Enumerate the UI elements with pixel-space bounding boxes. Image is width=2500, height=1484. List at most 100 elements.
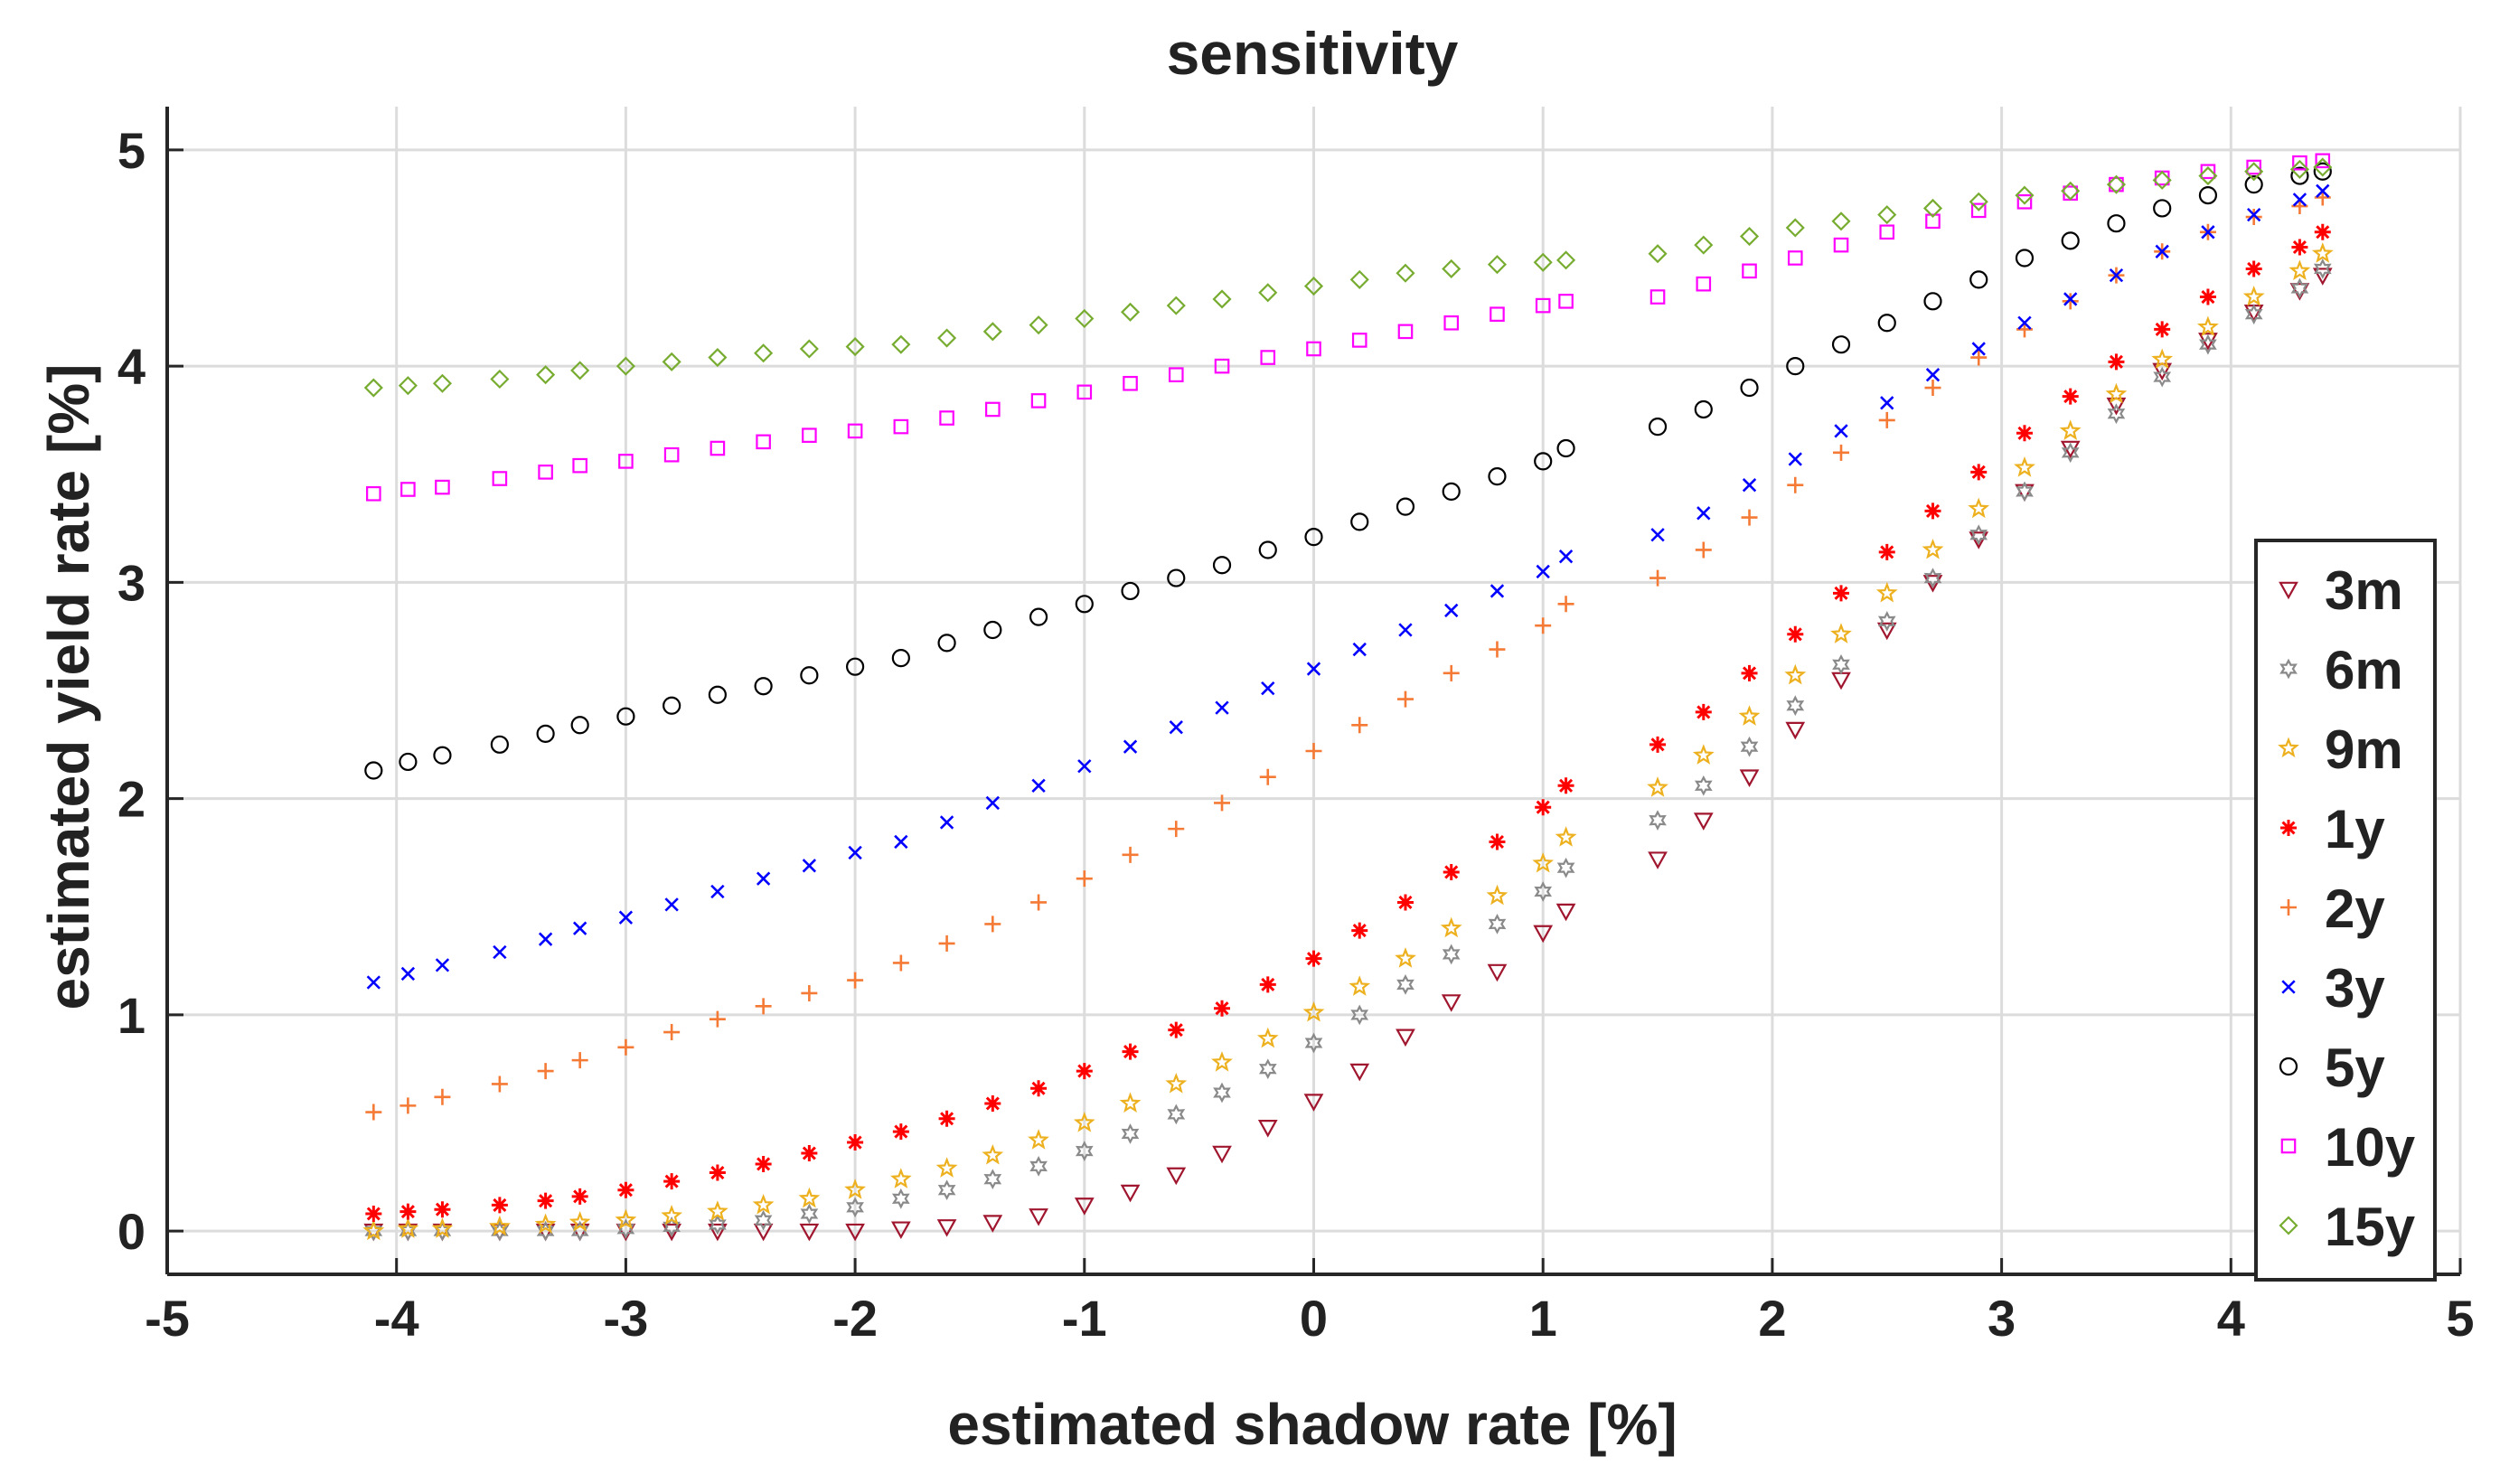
- data-point: [708, 1223, 728, 1242]
- data-point: [434, 1201, 451, 1218]
- data-point: [1875, 581, 1898, 603]
- data-point: [1443, 664, 1460, 681]
- data-point: [2108, 353, 2125, 371]
- data-point: [1119, 1092, 1142, 1113]
- data-point: [939, 815, 954, 830]
- data-point: [2244, 304, 2263, 325]
- data-point: [892, 954, 909, 972]
- x-tick-label: 5: [2446, 1290, 2474, 1347]
- data-point: [708, 347, 728, 368]
- legend-label: 3m: [2325, 560, 2403, 621]
- data-point: [1696, 276, 1712, 292]
- data-point: [1649, 810, 1667, 831]
- data-point: [1880, 396, 1894, 410]
- data-point: [982, 322, 1002, 342]
- data-point: [1555, 903, 1576, 922]
- data-point: [1029, 1156, 1048, 1177]
- data-point: [1396, 263, 1415, 283]
- data-point: [1443, 315, 1460, 331]
- data-point: [1444, 603, 1459, 618]
- data-point: [366, 485, 381, 502]
- data-point: [435, 958, 450, 972]
- data-point: [2106, 174, 2127, 194]
- data-point: [538, 932, 553, 946]
- data-point: [2200, 164, 2216, 180]
- data-point: [1788, 452, 1802, 466]
- data-point: [1258, 283, 1278, 303]
- data-point: [1166, 296, 1186, 315]
- data-point: [2107, 214, 2126, 233]
- legend-label: 9m: [2325, 719, 2403, 780]
- data-point: [1970, 349, 1988, 366]
- data-point: [1349, 269, 1369, 289]
- data-point: [1971, 342, 1986, 356]
- data-point: [1168, 1021, 1185, 1038]
- data-point: [2154, 321, 2171, 338]
- data-point: [1786, 357, 1805, 376]
- data-point: [571, 1052, 588, 1069]
- data-point: [983, 620, 1002, 640]
- data-point: [1259, 976, 1276, 993]
- data-point: [1970, 202, 1987, 219]
- data-point: [2109, 268, 2124, 283]
- x-tick-label: -4: [374, 1290, 419, 1347]
- data-point: [1649, 736, 1667, 753]
- data-point: [1212, 556, 1232, 575]
- data-point: [1878, 543, 1895, 560]
- data-point: [2246, 159, 2261, 175]
- data-point: [1165, 1072, 1188, 1094]
- data-point: [399, 1203, 417, 1220]
- data-point: [754, 343, 774, 363]
- data-point: [892, 1123, 909, 1141]
- data-point: [937, 634, 956, 653]
- data-point: [1123, 739, 1138, 754]
- data-point: [1648, 851, 1668, 869]
- legend-item: 5y: [2279, 1038, 2385, 1098]
- data-point: [1167, 1104, 1186, 1125]
- data-point: [2198, 185, 2218, 205]
- data-point: [2289, 283, 2310, 301]
- data-point: [1532, 851, 1555, 873]
- data-point: [848, 845, 862, 860]
- data-point: [433, 746, 452, 765]
- data-point: [491, 1220, 509, 1242]
- data-point: [1831, 211, 1851, 231]
- data-point: [1877, 205, 1897, 225]
- data-point: [1212, 289, 1232, 309]
- data-point: [2291, 239, 2308, 256]
- data-point: [1076, 1063, 1093, 1080]
- data-point: [754, 1209, 773, 1231]
- data-point: [2151, 348, 2174, 370]
- data-point: [1440, 916, 1462, 938]
- data-point: [982, 1143, 1004, 1165]
- data-point: [662, 352, 681, 371]
- data-point: [2016, 193, 2033, 210]
- data-point: [1693, 812, 1714, 831]
- data-point: [1692, 744, 1715, 765]
- series-6m: [364, 258, 2332, 1242]
- legend-item: 9m: [2278, 719, 2403, 780]
- data-point: [1349, 1063, 1370, 1082]
- data-point: [1169, 720, 1183, 735]
- data-point: [2312, 268, 2333, 286]
- data-point: [1396, 974, 1414, 995]
- data-point: [663, 1024, 681, 1041]
- data-point: [2313, 258, 2332, 279]
- y-tick-label: 4: [117, 338, 146, 395]
- data-point: [618, 910, 634, 925]
- data-point: [755, 998, 772, 1015]
- data-point: [2289, 259, 2311, 280]
- chart-title: sensitivity: [1167, 20, 1459, 87]
- data-point: [891, 649, 910, 668]
- data-point: [398, 376, 418, 396]
- data-point: [569, 1210, 591, 1232]
- data-point: [799, 339, 819, 359]
- data-point: [570, 1220, 589, 1242]
- data-point: [2196, 315, 2219, 337]
- x-tick-label: -1: [1062, 1290, 1107, 1347]
- data-point: [1304, 1032, 1323, 1054]
- legend-marker: [2279, 658, 2298, 680]
- legend-marker: [2279, 1057, 2298, 1076]
- data-point: [937, 328, 957, 348]
